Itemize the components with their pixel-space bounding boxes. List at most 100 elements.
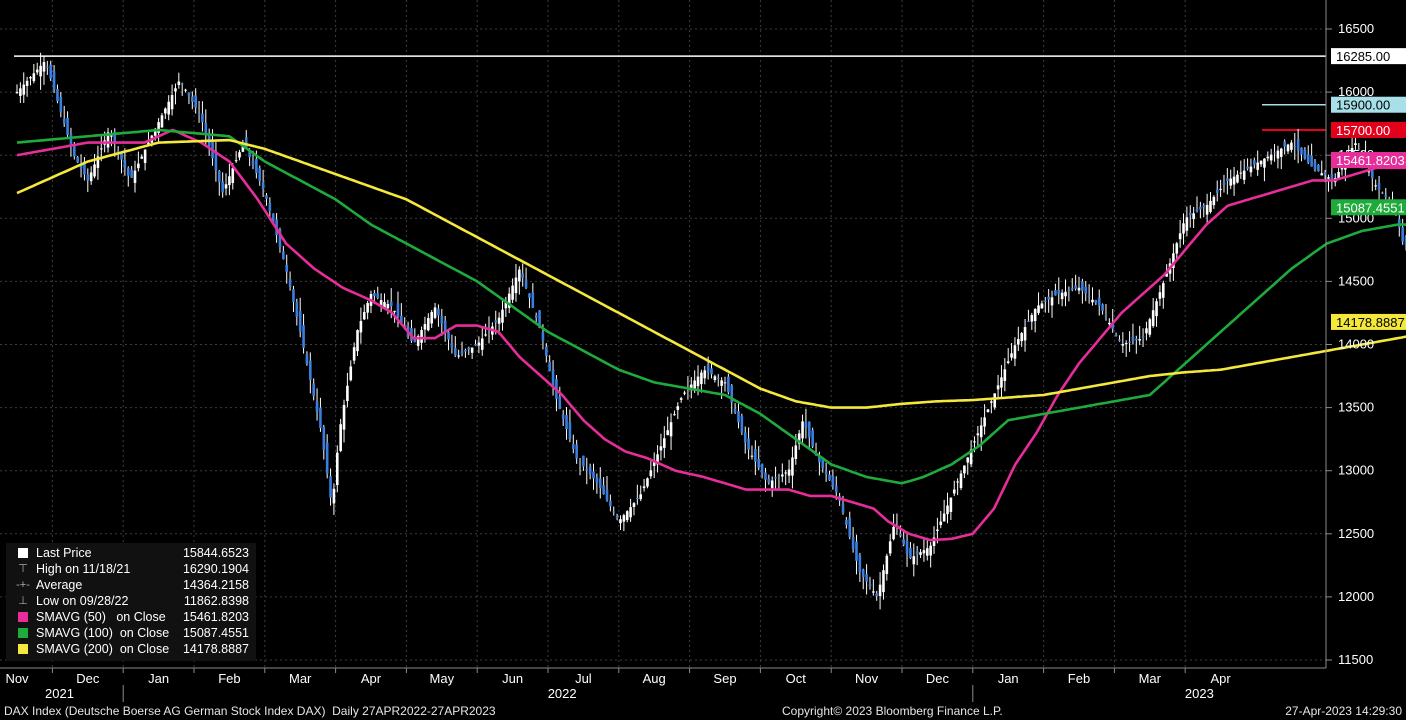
price-bar bbox=[915, 551, 919, 555]
price-bar bbox=[1182, 223, 1185, 234]
price-bar bbox=[1377, 182, 1381, 190]
price-bar bbox=[1357, 149, 1361, 151]
price-bar bbox=[339, 424, 342, 452]
price-bar bbox=[89, 172, 93, 182]
price-bar bbox=[966, 457, 970, 463]
price-bar bbox=[184, 89, 187, 91]
price-bar bbox=[29, 77, 32, 79]
year-label: 2022 bbox=[548, 686, 577, 701]
y-tick-label: 12500 bbox=[1338, 526, 1374, 541]
price-bar bbox=[1060, 292, 1064, 300]
price-bar bbox=[1199, 206, 1202, 210]
price-bar bbox=[899, 533, 902, 536]
price-bar bbox=[396, 303, 400, 317]
price-bar bbox=[177, 81, 181, 85]
price-bar bbox=[996, 385, 1000, 390]
price-bar bbox=[285, 264, 289, 272]
price-bar bbox=[265, 195, 268, 200]
price-bar bbox=[423, 324, 427, 330]
price-bar bbox=[1232, 176, 1236, 185]
price-bar bbox=[86, 174, 90, 181]
legend-label: Average bbox=[36, 578, 83, 592]
price-bar bbox=[858, 554, 862, 573]
price-bar bbox=[706, 364, 710, 373]
price-bar bbox=[1050, 297, 1054, 306]
price-bar bbox=[959, 473, 963, 489]
average-icon: -+- bbox=[16, 579, 30, 591]
price-bar bbox=[872, 591, 875, 593]
price-bar bbox=[231, 168, 235, 184]
price-bar bbox=[1259, 160, 1263, 165]
price-bar bbox=[386, 304, 390, 309]
price-bar bbox=[302, 325, 305, 348]
price-bar bbox=[1006, 361, 1010, 363]
price-bar bbox=[170, 95, 174, 110]
price-bar bbox=[416, 336, 420, 346]
price-bar bbox=[433, 307, 437, 318]
price-bar bbox=[534, 315, 538, 318]
price-bar bbox=[1320, 173, 1324, 176]
price-bar bbox=[494, 320, 498, 323]
price-bar bbox=[464, 350, 467, 352]
price-bar bbox=[700, 372, 703, 385]
y-tick-label: 16500 bbox=[1338, 21, 1374, 36]
price-bar bbox=[477, 342, 481, 346]
price-bar bbox=[15, 92, 19, 94]
price-bar bbox=[440, 316, 444, 324]
copyright: Copyright© 2023 Bloomberg Finance L.P. bbox=[782, 704, 1003, 718]
instrument-description: DAX Index (Deutsche Boerse AG German Sto… bbox=[4, 704, 496, 718]
price-bar bbox=[180, 83, 184, 85]
price-bar bbox=[632, 503, 636, 508]
price-bar bbox=[740, 416, 744, 433]
value-tag-bg bbox=[1331, 313, 1406, 330]
price-bar bbox=[1242, 170, 1246, 180]
price-bar bbox=[1013, 345, 1017, 359]
price-bar bbox=[1293, 145, 1297, 147]
price-bar bbox=[1097, 297, 1101, 306]
price-bar bbox=[868, 584, 872, 587]
price-bar bbox=[615, 516, 619, 519]
price-bar bbox=[1033, 309, 1037, 322]
price-bar bbox=[663, 438, 666, 448]
price-bar bbox=[588, 466, 592, 475]
price-bar bbox=[332, 488, 336, 504]
price-bar bbox=[1158, 292, 1162, 299]
price-bar bbox=[228, 176, 231, 186]
price-bar bbox=[133, 170, 137, 183]
price-bar bbox=[66, 117, 69, 135]
price-bar bbox=[1371, 164, 1374, 179]
price-bar bbox=[1381, 192, 1384, 194]
price-bar bbox=[1354, 143, 1357, 146]
price-bar bbox=[430, 312, 433, 324]
price-bar bbox=[393, 310, 396, 312]
price-bar bbox=[1404, 236, 1406, 246]
price-bar bbox=[140, 156, 144, 159]
y-tick-label: 13000 bbox=[1338, 463, 1374, 478]
price-bar bbox=[1313, 161, 1317, 170]
price-bar bbox=[524, 279, 528, 288]
price-bar bbox=[167, 101, 171, 115]
price-bar bbox=[1155, 301, 1158, 317]
price-bar bbox=[925, 548, 929, 556]
price-bar bbox=[1300, 147, 1303, 155]
price-bar bbox=[1121, 344, 1125, 346]
price-bar bbox=[1000, 377, 1003, 388]
value-tag-bg bbox=[1331, 96, 1406, 113]
price-bar bbox=[1131, 337, 1135, 342]
x-tick-label: May bbox=[430, 671, 455, 686]
price-bar bbox=[831, 476, 835, 487]
x-tick-label: Oct bbox=[786, 671, 807, 686]
price-bar bbox=[1172, 253, 1175, 269]
high-tag: 16285.00 bbox=[1336, 49, 1390, 64]
price-bar bbox=[420, 330, 423, 343]
price-bar bbox=[322, 426, 326, 450]
price-bar bbox=[528, 293, 531, 298]
price-bar bbox=[450, 343, 454, 348]
price-bar bbox=[558, 396, 562, 410]
price-bar bbox=[787, 469, 791, 476]
x-tick-label: Jun bbox=[502, 671, 523, 686]
price-bar bbox=[201, 113, 204, 123]
price-bar bbox=[750, 455, 754, 457]
price-bar bbox=[1017, 339, 1020, 345]
price-bar bbox=[1263, 158, 1266, 168]
